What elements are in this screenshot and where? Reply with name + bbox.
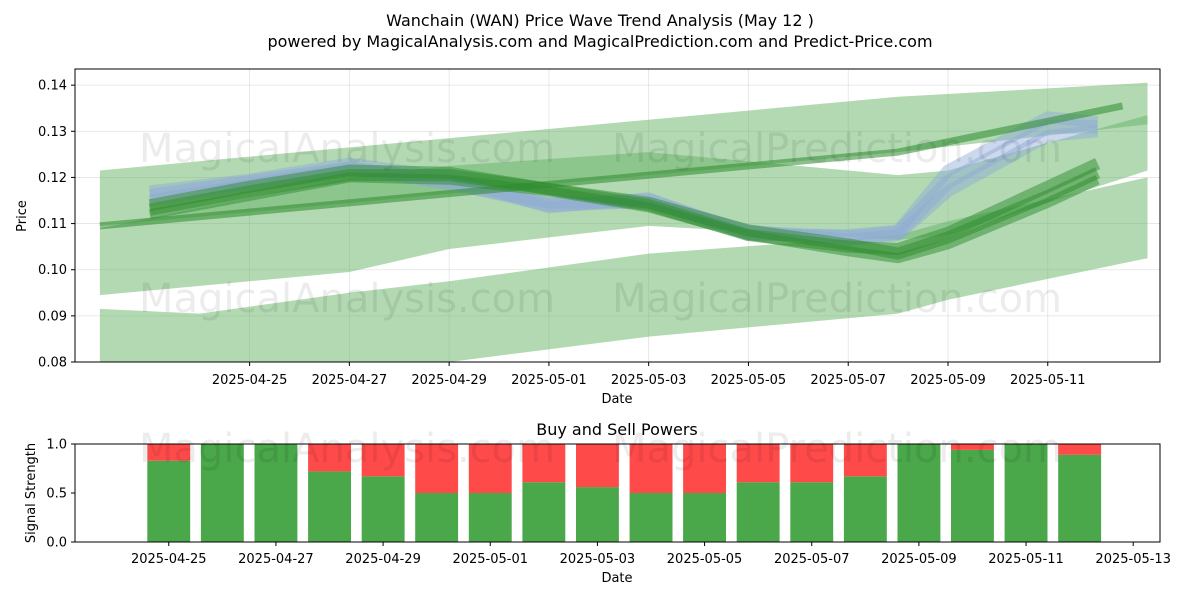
buy-bar	[308, 471, 351, 542]
signal-y-ticks: 0.0 0.5 1.0	[46, 438, 75, 551]
price-x-label: Date	[601, 392, 632, 407]
signal-x-tick-label: 2025-05-05	[667, 552, 743, 567]
buy-bar	[790, 482, 834, 542]
price-x-tick-label: 2025-05-07	[810, 373, 886, 388]
signal-x-tick-label: 2025-05-03	[560, 552, 636, 567]
sell-bar	[683, 444, 726, 493]
price-x-tick-label: 2025-04-27	[312, 373, 388, 388]
buy-bar	[254, 444, 298, 542]
price-x-tick-label: 2025-04-25	[212, 373, 288, 388]
sell-bar	[522, 444, 566, 483]
price-y-ticks: 0.08 0.09 0.10 0.11 0.12 0.13 0.14	[38, 79, 75, 371]
price-x-tick-label: 2025-05-01	[511, 373, 587, 388]
buy-bar	[683, 493, 726, 542]
chart-subtitle: powered by MagicalAnalysis.com and Magic…	[267, 32, 932, 51]
sell-bar	[790, 444, 834, 483]
watermark-1: MagicalAnalysis.com	[139, 126, 555, 172]
price-x-tick-label: 2025-05-09	[910, 373, 986, 388]
buy-bar	[200, 444, 244, 542]
price-x-tick-label: 2025-04-29	[411, 373, 487, 388]
signal-x-label: Date	[601, 571, 632, 586]
watermark-2: MagicalPrediction.com	[612, 126, 1062, 172]
price-y-tick-label: 0.14	[38, 79, 67, 94]
sell-bar	[951, 444, 994, 450]
buy-bar	[468, 493, 512, 542]
watermark-4: MagicalPrediction.com	[612, 276, 1062, 322]
buy-bar	[147, 460, 191, 542]
price-y-label: Price	[15, 200, 30, 232]
price-axes-frame	[74, 68, 1161, 363]
sell-bar	[843, 444, 887, 477]
chart-title: Wanchain (WAN) Price Wave Trend Analysis…	[386, 11, 814, 30]
watermark-3: MagicalAnalysis.com	[139, 276, 555, 322]
buy-bar	[951, 449, 994, 542]
buy-bar	[736, 482, 780, 542]
buy-bar	[843, 476, 887, 542]
signal-x-tick-label: 2025-05-09	[881, 552, 957, 567]
price-wave-line-7	[99, 102, 1124, 230]
watermark-5: MagicalAnalysis.com	[139, 426, 555, 472]
sell-bar	[629, 444, 673, 493]
watermark-6: MagicalPrediction.com	[612, 426, 1062, 472]
price-y-tick-label: 0.10	[38, 263, 67, 278]
signal-y-label: Signal Strength	[24, 443, 39, 543]
buy-bar	[415, 493, 459, 542]
signal-y-tick-label: 0.0	[46, 536, 67, 551]
signal-x-tick-label: 2025-05-01	[452, 552, 528, 567]
signal-bars	[147, 444, 1102, 542]
buy-bar	[629, 493, 673, 542]
price-x-tick-label: 2025-05-11	[1010, 373, 1086, 388]
price-waves	[99, 102, 1124, 264]
sell-bar	[1058, 444, 1102, 455]
price-y-tick-label: 0.11	[38, 217, 67, 232]
price-wave-line-6	[148, 172, 1100, 264]
buy-bar	[361, 476, 405, 542]
buy-bar	[1004, 444, 1048, 542]
sell-bar	[415, 444, 459, 493]
price-y-tick-label: 0.13	[38, 125, 67, 140]
price-x-tick-label: 2025-05-05	[711, 373, 787, 388]
signal-y-tick-label: 1.0	[46, 438, 67, 453]
sell-bar	[147, 444, 191, 461]
price-y-tick-label: 0.09	[38, 309, 67, 324]
buy-bar	[522, 482, 566, 542]
sell-bar	[468, 444, 512, 493]
signal-title: Buy and Sell Powers	[536, 420, 698, 439]
price-x-ticks: 2025-04-25 2025-04-27 2025-04-29 2025-05-01…	[212, 362, 1086, 388]
price-panel: MagicalAnalysis.com MagicalPrediction.co…	[15, 68, 1161, 407]
signal-x-tick-label: 2025-04-29	[345, 552, 421, 567]
signal-y-tick-label: 0.5	[46, 487, 67, 502]
signal-x-tick-label: 2025-04-27	[238, 552, 314, 567]
signal-x-tick-label: 2025-05-13	[1095, 552, 1171, 567]
buy-bar	[1058, 454, 1102, 542]
signal-panel: Buy and Sell Powers MagicalAnalysis.com …	[24, 420, 1171, 586]
price-band-3	[99, 177, 1148, 362]
signal-x-tick-label: 2025-05-07	[774, 552, 850, 567]
signal-x-tick-label: 2025-05-11	[988, 552, 1064, 567]
sell-bar	[576, 444, 619, 488]
price-y-tick-label: 0.12	[38, 171, 67, 186]
sell-bar	[361, 444, 405, 477]
price-y-tick-label: 0.08	[38, 356, 67, 371]
buy-bar	[897, 444, 941, 542]
signal-x-tick-label: 2025-04-25	[131, 552, 207, 567]
sell-bar	[308, 444, 351, 472]
buy-bar	[576, 487, 619, 542]
price-x-tick-label: 2025-05-03	[611, 373, 687, 388]
sell-bar	[736, 444, 780, 483]
signal-x-ticks: 2025-04-25 2025-04-27 2025-04-29 2025-05-01…	[131, 542, 1171, 567]
